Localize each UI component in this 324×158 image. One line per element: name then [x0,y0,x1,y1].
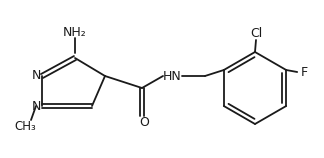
Text: O: O [139,116,149,130]
Text: NH₂: NH₂ [63,25,87,39]
Text: N: N [31,69,41,82]
Text: HN: HN [163,70,181,82]
Text: Cl: Cl [250,27,262,40]
Text: N: N [31,100,41,113]
Text: CH₃: CH₃ [14,119,36,133]
Text: F: F [301,66,308,79]
